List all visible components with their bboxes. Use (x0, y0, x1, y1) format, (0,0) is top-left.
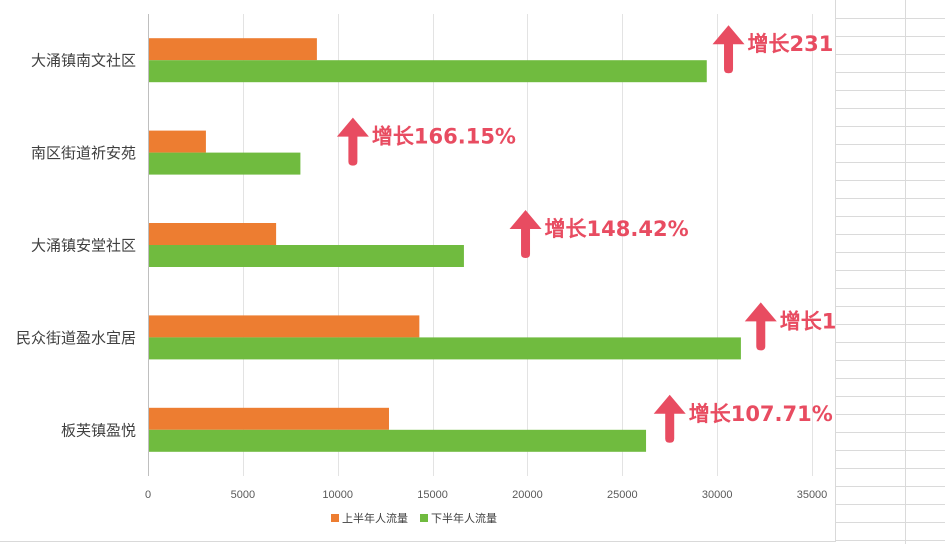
legend-swatch (331, 514, 339, 522)
x-tick-label: 20000 (512, 489, 543, 501)
growth-annotation: 增长119.10% (780, 309, 835, 333)
growth-annotation: 增长148.42% (545, 217, 689, 241)
bar (149, 245, 464, 267)
bar (149, 223, 277, 245)
category-label: 大涌镇南文社区 (31, 52, 136, 70)
legend-label: 上半年人流量 (342, 511, 408, 525)
arrow-up-icon (744, 302, 777, 351)
x-tick-label: 30000 (702, 489, 733, 501)
bar (149, 315, 420, 338)
bar (149, 60, 707, 83)
x-tick-label: 35000 (797, 489, 828, 501)
x-tick-label: 15000 (417, 489, 448, 501)
bar (149, 152, 301, 175)
category-label: 大涌镇安堂社区 (31, 237, 136, 255)
arrow-up-icon (509, 210, 542, 258)
chart-area[interactable]: 0 5000 10000 15000 20000 25000 30000 35000 大涌镇南文… (0, 0, 836, 542)
bar (149, 407, 389, 430)
category-label: 民众街道盈水宜居 (16, 329, 136, 347)
legend-label: 下半年人流量 (431, 511, 497, 525)
bar (149, 38, 317, 61)
x-tick-label: 10000 (322, 489, 353, 501)
bar (149, 130, 206, 153)
bar (149, 337, 741, 360)
arrow-up-icon (336, 117, 369, 166)
growth-annotation: 增长166.15% (372, 125, 516, 149)
x-tick-label: 0 (145, 489, 151, 501)
arrow-up-icon (712, 25, 745, 74)
growth-annotation: 增长107.71% (689, 402, 833, 426)
x-tick-label: 5000 (231, 489, 255, 501)
legend-swatch (420, 514, 428, 522)
category-label: 南区街道祈安苑 (31, 144, 136, 162)
x-tick-label: 25000 (607, 489, 638, 501)
growth-annotation: 增长231.99% (748, 32, 835, 56)
arrow-up-icon (653, 394, 686, 443)
bar (149, 429, 647, 452)
category-label: 板芙镇盈悦 (61, 421, 136, 439)
bar-chart: 0 5000 10000 15000 20000 25000 30000 35000 大涌镇南文… (16, 14, 835, 525)
